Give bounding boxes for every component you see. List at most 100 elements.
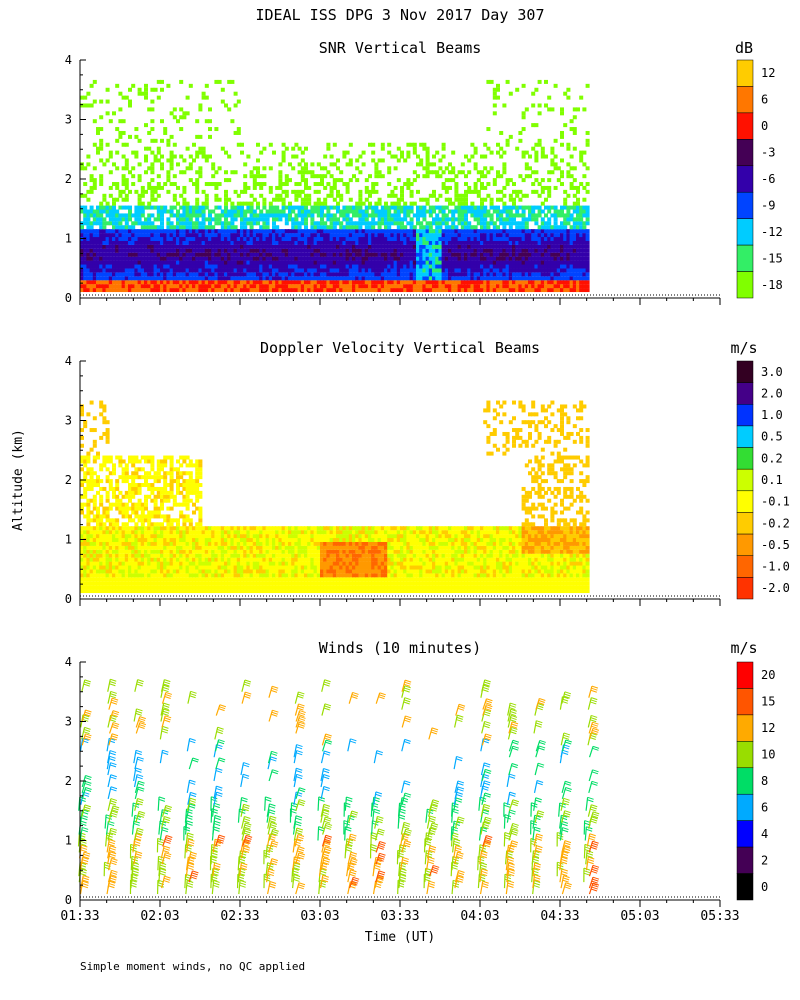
snr-cell	[278, 209, 283, 214]
snr-cell	[96, 240, 100, 245]
snr-cell	[560, 182, 564, 187]
snr-cell	[400, 197, 404, 202]
velocity-cell	[144, 565, 148, 570]
snr-cell	[361, 209, 366, 214]
snr-cell	[483, 233, 488, 238]
snr-cell	[179, 170, 184, 175]
snr-cell	[163, 182, 168, 187]
snr-cell	[137, 213, 142, 218]
snr-cell	[444, 276, 449, 281]
snr-cell	[323, 272, 328, 277]
snr-cell	[236, 99, 241, 104]
snr-cell	[531, 170, 536, 175]
snr-cell	[137, 264, 142, 269]
snr-cell	[163, 264, 168, 269]
velocity-cell	[128, 581, 132, 586]
snr-cell	[438, 205, 443, 210]
snr-cell	[99, 233, 104, 238]
snr-cell	[224, 264, 228, 269]
snr-cell	[201, 217, 206, 222]
velocity-cell	[134, 483, 139, 488]
snr-cell	[147, 107, 152, 112]
snr-cell	[582, 229, 587, 234]
snr-cell	[489, 150, 494, 155]
snr-cell	[540, 233, 545, 238]
snr-cell	[121, 189, 126, 194]
snr-cell	[249, 268, 254, 273]
snr-cell	[294, 142, 299, 147]
snr-cell	[268, 284, 273, 289]
snr-cell	[246, 288, 251, 293]
snr-cell	[384, 213, 388, 218]
velocity-cell	[89, 581, 94, 586]
snr-cell	[297, 264, 302, 269]
snr-cell	[256, 182, 260, 187]
snr-cell	[416, 288, 420, 293]
snr-cell	[505, 272, 510, 277]
snr-cell	[512, 288, 516, 293]
snr-cell	[499, 217, 504, 222]
snr-cell	[243, 260, 248, 265]
snr-cell	[144, 154, 148, 159]
snr-cell	[476, 217, 481, 222]
snr-cell	[320, 260, 324, 265]
snr-cell	[489, 260, 494, 265]
velocity-cell	[108, 565, 113, 570]
snr-cell	[115, 252, 120, 257]
snr-cell	[304, 288, 308, 293]
snr-cell	[432, 236, 436, 241]
snr-cell	[492, 229, 497, 234]
velocity-cell	[86, 573, 91, 578]
snr-cell	[144, 95, 148, 100]
velocity-cell	[150, 585, 155, 590]
snr-cell	[355, 158, 360, 163]
snr-cell	[300, 201, 305, 206]
snr-cell	[393, 193, 398, 198]
snr-cell	[480, 240, 484, 245]
velocity-cell	[147, 530, 152, 535]
snr-cell	[451, 221, 456, 226]
snr-cell	[400, 236, 404, 241]
snr-cell	[502, 217, 507, 222]
snr-cell	[172, 205, 177, 210]
snr-cell	[179, 127, 184, 132]
snr-cell	[547, 264, 552, 269]
velocity-cell	[96, 522, 100, 527]
snr-cell	[163, 127, 168, 132]
snr-cell	[329, 189, 334, 194]
velocity-cell	[102, 585, 107, 590]
snr-cell	[371, 260, 376, 265]
snr-cell	[547, 229, 552, 234]
velocity-cell	[92, 494, 97, 499]
snr-cell	[422, 225, 427, 230]
velocity-cell	[121, 530, 126, 535]
snr-cell	[217, 244, 222, 249]
velocity-cell	[83, 589, 88, 594]
snr-cell	[384, 268, 388, 273]
snr-cell	[371, 252, 376, 257]
snr-cell	[201, 268, 206, 273]
snr-cell	[422, 272, 427, 277]
snr-cell	[512, 260, 516, 265]
snr-cell	[416, 189, 420, 194]
velocity-cell	[105, 518, 110, 523]
snr-cell	[390, 217, 395, 222]
velocity-cell	[112, 541, 116, 546]
snr-cell	[556, 268, 561, 273]
snr-cell	[256, 284, 260, 289]
snr-cell	[380, 272, 385, 277]
snr-cell	[387, 166, 392, 171]
snr-cell	[227, 225, 232, 230]
velocity-cell	[86, 526, 91, 531]
snr-cell	[560, 256, 564, 261]
snr-cell	[416, 248, 420, 253]
snr-cell	[563, 256, 568, 261]
snr-cell	[537, 213, 542, 218]
snr-cell	[345, 248, 350, 253]
velocity-cell	[121, 471, 126, 476]
snr-cell	[374, 248, 379, 253]
snr-cell	[364, 178, 369, 183]
snr-cell	[409, 217, 414, 222]
snr-cell	[521, 268, 526, 273]
snr-cell	[409, 276, 414, 281]
